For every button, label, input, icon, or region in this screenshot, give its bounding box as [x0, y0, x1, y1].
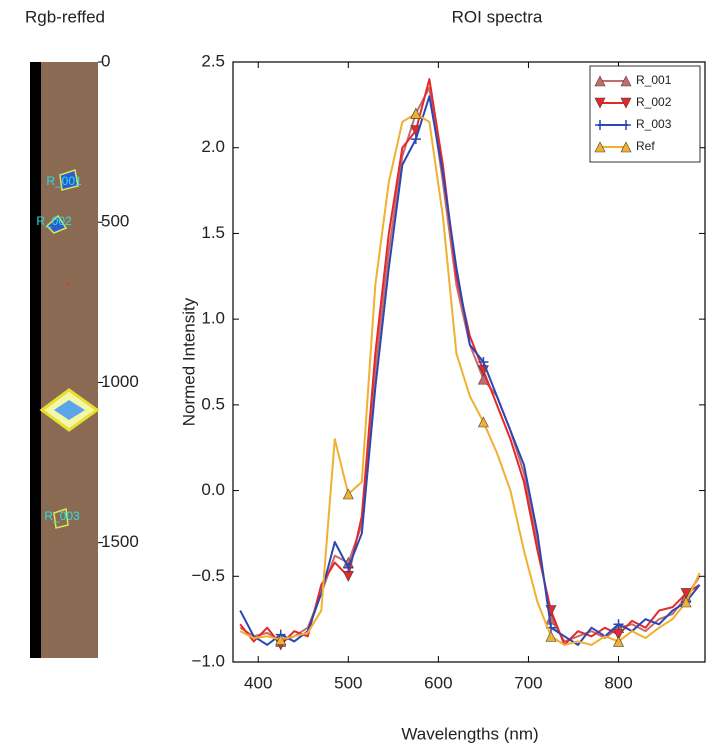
y-tick-label: 0.5: [201, 394, 225, 413]
x-tick-label: 700: [514, 673, 542, 692]
chart-title: ROI spectra: [452, 7, 543, 26]
marker: [477, 416, 489, 428]
x-axis-label: Wavelengths (nm): [401, 724, 538, 743]
y-tick-label: 2.5: [201, 51, 225, 70]
legend: R_001 R_002 R_003 Ref: [589, 65, 701, 163]
marker: [621, 120, 631, 130]
y-tick-label: 1.0: [201, 309, 225, 328]
marker: [594, 97, 606, 109]
marker: [342, 570, 354, 582]
plot-area: [239, 78, 701, 651]
y-tick-label: 0: [101, 51, 110, 70]
marker: [410, 134, 421, 145]
marker: [680, 596, 692, 608]
marker: [613, 619, 624, 630]
series-line: [239, 86, 701, 643]
x-tick-label: 600: [424, 673, 452, 692]
x-tick-label: 500: [334, 673, 362, 692]
roi-shape: [59, 169, 79, 191]
marker: [595, 120, 605, 130]
marker: [680, 588, 692, 600]
marker: [620, 97, 632, 109]
marker: [410, 107, 422, 119]
roi-shape: [45, 214, 68, 234]
legend-label: R_002: [636, 95, 672, 109]
marker: [342, 488, 354, 500]
marker: [594, 141, 606, 153]
roi-shape: [54, 400, 85, 420]
marker: [620, 141, 632, 153]
legend-label: Ref: [636, 139, 655, 153]
panel-title: Rgb-reffed: [25, 7, 105, 26]
marker: [613, 635, 625, 647]
y-tick-label: −1.0: [191, 651, 225, 670]
y-tick-label: 500: [101, 212, 129, 231]
speck: [66, 282, 70, 286]
x-tick-label: 800: [604, 673, 632, 692]
marker: [343, 562, 354, 573]
image-edge: [30, 62, 41, 658]
marker: [594, 75, 606, 87]
image: [30, 62, 98, 658]
marker: [613, 629, 625, 641]
legend-label: R_001: [636, 73, 672, 87]
marker: [275, 634, 287, 646]
roi-label: R_003: [44, 509, 80, 523]
y-tick-label: 0.0: [201, 480, 225, 499]
y-tick-label: −0.5: [191, 566, 225, 585]
y-tick-label: 1.5: [201, 223, 225, 242]
marker: [478, 357, 489, 367]
marker: [620, 75, 632, 87]
y-tick-label: 2.0: [201, 137, 225, 156]
roi-label: R_002: [36, 214, 72, 228]
series-line: [239, 78, 701, 646]
roi-label: R_001: [46, 174, 82, 188]
image-panel: [30, 62, 100, 658]
roi-shape: [53, 507, 69, 529]
y-tick-label: 1000: [101, 372, 139, 391]
y-tick-label: 1500: [101, 532, 139, 551]
series-line: [239, 112, 701, 646]
marker: [545, 630, 557, 642]
series-line: [239, 95, 701, 646]
axes-frame: [232, 61, 706, 663]
y-axis-label: Normed Intensity: [179, 297, 198, 426]
legend-label: R_003: [636, 117, 672, 131]
x-tick-label: 400: [244, 673, 272, 692]
